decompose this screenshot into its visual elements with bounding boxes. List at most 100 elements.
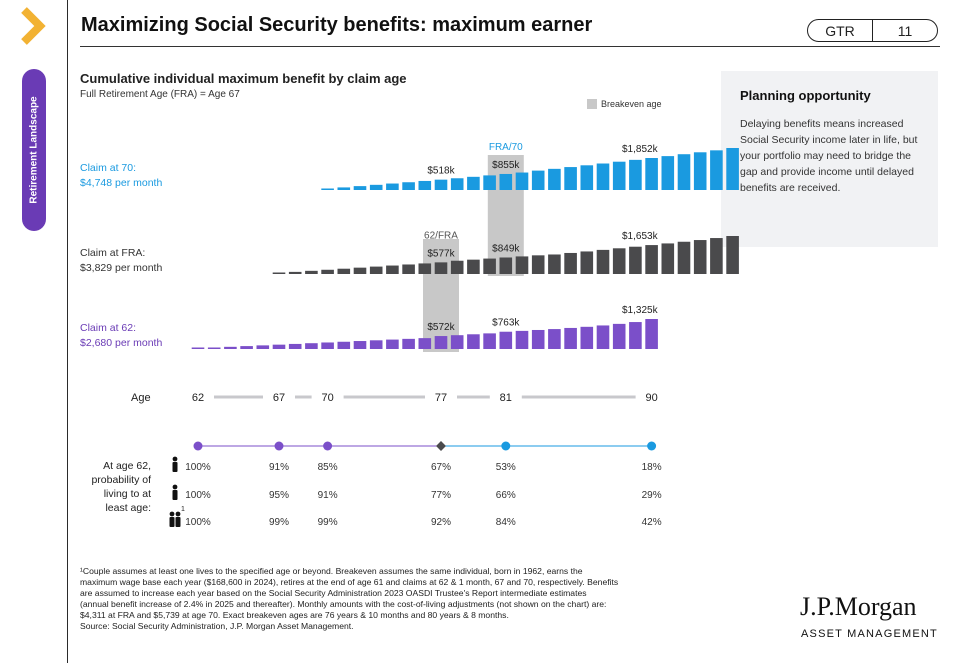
footnote-line: $4,311 at FRA and $5,739 at age 70. Exac… — [80, 610, 509, 620]
x-axis-label: Age — [131, 392, 151, 404]
bar — [531, 329, 545, 349]
bar — [256, 345, 270, 349]
bar — [272, 344, 286, 349]
bar — [337, 187, 351, 190]
bar — [499, 257, 513, 274]
bar — [483, 175, 496, 190]
planning-panel-title: Planning opportunity — [740, 88, 871, 103]
bar — [305, 343, 318, 349]
bar — [467, 259, 480, 274]
x-tick-label: 77 — [435, 392, 447, 404]
page-title: Maximizing Social Security benefits: max… — [81, 14, 593, 36]
probability-value: 53% — [496, 462, 516, 473]
timeline-marker — [193, 441, 203, 451]
bar — [321, 188, 334, 190]
bar — [353, 267, 367, 274]
bar — [434, 179, 448, 190]
bar — [515, 172, 529, 190]
bar — [353, 186, 367, 190]
title-rule — [80, 46, 940, 47]
probability-value: 18% — [642, 462, 662, 473]
bar — [272, 272, 286, 274]
bar — [450, 178, 464, 190]
breakeven-header: FRA/70 — [489, 142, 523, 153]
footnote-line: ¹Couple assumes at least one lives to th… — [80, 566, 583, 576]
bar — [224, 346, 237, 349]
data-label: $763k — [492, 318, 520, 329]
bar — [418, 180, 432, 190]
bar — [288, 271, 302, 274]
footnote-line: (annual benefit increase of 2.4% in 2025… — [80, 599, 607, 609]
bar — [386, 339, 399, 349]
series-label: Claim at 70: — [80, 162, 136, 174]
bar — [629, 246, 642, 274]
bar — [645, 245, 658, 274]
jpmorgan-logo: J.P.Morgan — [800, 592, 917, 621]
bar — [450, 260, 464, 274]
bar — [645, 158, 658, 190]
jpmorgan-logo-subtitle: ASSET MANAGEMENT — [801, 628, 938, 640]
bar — [369, 184, 383, 190]
probability-value: 85% — [318, 462, 338, 473]
section-tab[interactable]: Retirement Landscape — [22, 69, 46, 231]
bar — [467, 334, 480, 349]
x-tick-label: 62 — [192, 392, 204, 404]
person-icon — [169, 517, 175, 527]
bar — [515, 256, 529, 274]
bar — [548, 254, 561, 274]
bar — [402, 182, 415, 190]
bar — [612, 323, 626, 349]
probability-value: 91% — [318, 490, 338, 501]
timeline-marker — [501, 441, 511, 451]
bar — [386, 183, 399, 190]
bar — [337, 268, 351, 274]
bar — [710, 238, 723, 274]
timeline-marker — [274, 441, 284, 451]
bar — [434, 262, 448, 274]
legend-breakeven-swatch — [587, 99, 597, 109]
series-label: Claim at 62: — [80, 322, 136, 334]
data-label: $1,325k — [622, 305, 659, 316]
probability-row-label: living to at — [104, 488, 151, 500]
bar — [353, 341, 367, 349]
bar — [305, 270, 318, 274]
bar — [548, 168, 561, 190]
data-label: $849k — [492, 243, 520, 254]
bar — [499, 173, 513, 190]
footnote-line: maximum wage base each year ($168,600 in… — [80, 577, 619, 587]
person-icon — [172, 456, 178, 462]
sidebar-divider — [67, 0, 68, 663]
planning-panel: Planning opportunity Delaying benefits m… — [721, 71, 938, 247]
bar — [402, 264, 415, 274]
series-label: $3,829 per month — [80, 262, 162, 274]
badge-divider — [872, 20, 873, 41]
legend-breakeven-label: Breakeven age — [601, 99, 662, 109]
bar — [564, 252, 577, 274]
bar — [369, 340, 383, 349]
bar — [321, 269, 334, 274]
probability-value: 99% — [318, 517, 338, 528]
timeline-marker — [436, 441, 446, 451]
series-label: $2,680 per month — [80, 337, 162, 349]
x-tick-label: 67 — [273, 392, 285, 404]
chart-title: Cumulative individual maximum benefit by… — [80, 71, 407, 86]
probability-row-label: At age 62, — [103, 460, 151, 472]
data-label: $1,653k — [622, 231, 659, 242]
bar — [677, 154, 691, 190]
bar — [499, 331, 513, 349]
chevron-right-icon[interactable] — [18, 6, 48, 46]
bar — [580, 165, 594, 190]
probability-value: 99% — [269, 517, 289, 528]
bar — [596, 249, 610, 274]
footnote-marker: 1 — [181, 506, 185, 513]
person-icon — [175, 511, 181, 517]
bar — [564, 167, 577, 190]
bar — [580, 326, 594, 349]
page-badge: GTR 11 — [807, 19, 938, 42]
bar — [596, 163, 610, 190]
timeline-marker — [323, 441, 333, 451]
bar — [548, 329, 561, 349]
person-icon — [169, 511, 175, 517]
data-label: $577k — [427, 248, 455, 259]
probability-value: 84% — [496, 517, 516, 528]
